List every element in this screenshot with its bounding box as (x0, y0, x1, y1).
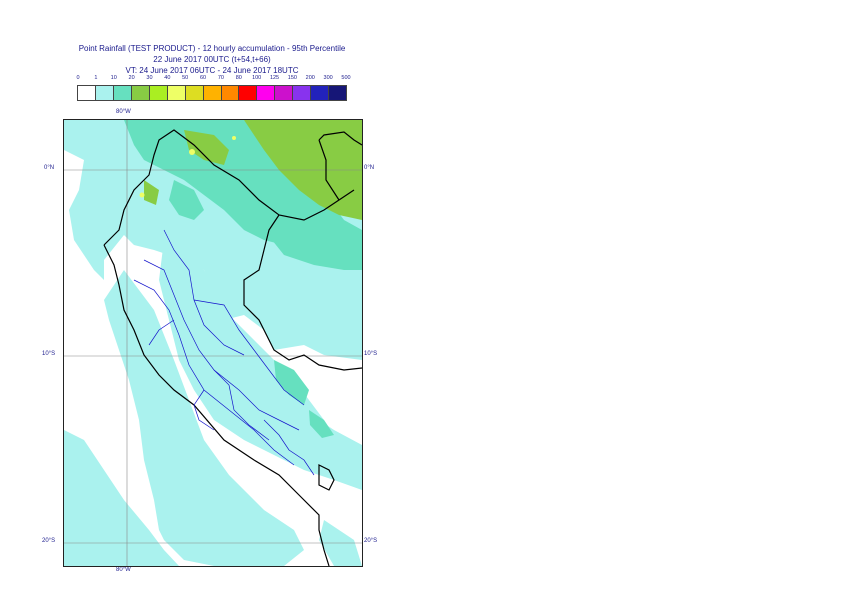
scale-swatch (113, 86, 132, 100)
chart-title: Point Rainfall (TEST PRODUCT) - 12 hourl… (62, 43, 362, 76)
lat-label-20-left: 20°S (42, 538, 56, 544)
scale-labels: 0 1 10 20 30 40 50 60 70 80 100 125 150 200 300 500 (76, 75, 351, 85)
scale-swatch (131, 86, 150, 100)
scale-label: 150 (287, 75, 297, 81)
scale-bar (77, 85, 347, 101)
scale-label: 500 (341, 75, 351, 81)
scale-label: 300 (323, 75, 333, 81)
scale-label: 20 (128, 75, 135, 81)
title-line-3: VT: 24 June 2017 06UTC - 24 June 2017 18… (125, 66, 299, 75)
lat-label-10-right: 10°S (364, 351, 378, 357)
scale-label: 80 (235, 75, 242, 81)
scale-swatch (311, 86, 330, 100)
lon-label-bottom: 80°W (116, 567, 131, 573)
scale-label: 30 (146, 75, 153, 81)
internal-boundaries (133, 229, 315, 476)
scale-label: 10 (110, 75, 117, 81)
scale-label: 50 (182, 75, 189, 81)
map-gridlines (64, 120, 362, 566)
color-scale: 0 1 10 20 30 40 50 60 70 80 100 125 150 200 300 500 (76, 75, 351, 101)
rainfall-map (63, 119, 363, 567)
scale-swatch (149, 86, 168, 100)
map-svg (64, 120, 362, 566)
scale-label: 1 (94, 75, 98, 81)
lat-label-0-left: 0°N (44, 165, 55, 171)
lat-label-10-left: 10°S (42, 351, 56, 357)
lat-label-0-right: 0°N (364, 165, 375, 171)
title-line-2: 22 June 2017 00UTC (t+54,t+66) (153, 55, 271, 64)
scale-label: 200 (305, 75, 315, 81)
scale-swatch (78, 86, 96, 100)
scale-label: 40 (164, 75, 171, 81)
scale-swatch (203, 86, 222, 100)
lat-label-20-right: 20°S (364, 538, 378, 544)
rainfall-medium-areas (124, 120, 362, 438)
scale-label: 100 (252, 75, 262, 81)
scale-swatch (329, 86, 347, 100)
scale-swatch (95, 86, 114, 100)
scale-swatch (221, 86, 240, 100)
scale-swatch (275, 86, 294, 100)
scale-swatch (167, 86, 186, 100)
title-line-1: Point Rainfall (TEST PRODUCT) - 12 hourl… (78, 44, 346, 53)
scale-label: 70 (217, 75, 224, 81)
scale-swatch (239, 86, 258, 100)
scale-swatch (293, 86, 312, 100)
scale-label: 125 (269, 75, 280, 81)
scale-swatch (257, 86, 276, 100)
rainfall-yellow-spots (139, 136, 236, 198)
scale-label: 60 (200, 75, 207, 81)
scale-swatch (185, 86, 204, 100)
scale-label: 0 (76, 75, 80, 81)
lon-label-top: 80°W (116, 109, 131, 115)
